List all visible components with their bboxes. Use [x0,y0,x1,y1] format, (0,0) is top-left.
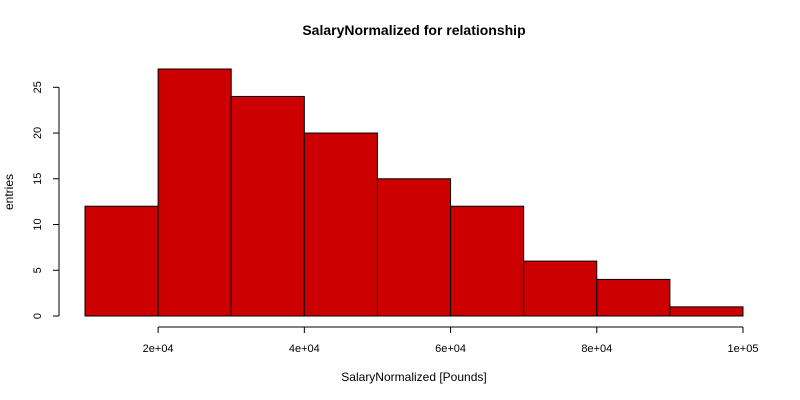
bars-group [84,68,744,317]
x-axis-label: SalaryNormalized [Pounds] [341,370,486,384]
y-axis: 0 5 10 15 20 25 [32,81,60,319]
x-tick-label: 4e+04 [289,343,320,355]
y-tick-label: 15 [32,173,44,185]
y-tick-label: 10 [32,218,44,230]
x-tick-label: 1e+05 [728,343,759,355]
histogram-bar-4 [303,132,378,317]
chart-title: SalaryNormalized for relationship [302,22,525,38]
histogram-bar-7 [523,260,598,317]
histogram-bar-1 [84,205,159,317]
x-tick-label: 6e+04 [435,343,466,355]
histogram-bar-6 [450,205,525,317]
y-tick-label: 25 [32,81,44,93]
y-tick-label: 5 [32,267,44,273]
histogram-bar-5 [376,178,452,317]
histogram-bar-9 [669,306,744,317]
x-tick-label: 8e+04 [581,343,612,355]
histogram-bar-8 [596,278,671,317]
y-tick-label: 0 [32,313,44,319]
x-axis: 2e+04 4e+04 6e+04 8e+04 1e+05 [143,326,759,355]
y-axis-label: entries [2,174,16,210]
x-tick-label: 2e+04 [143,343,174,355]
histogram-bar-2 [157,68,232,317]
y-tick-label: 20 [32,127,44,139]
histogram-bar-3 [230,95,305,317]
